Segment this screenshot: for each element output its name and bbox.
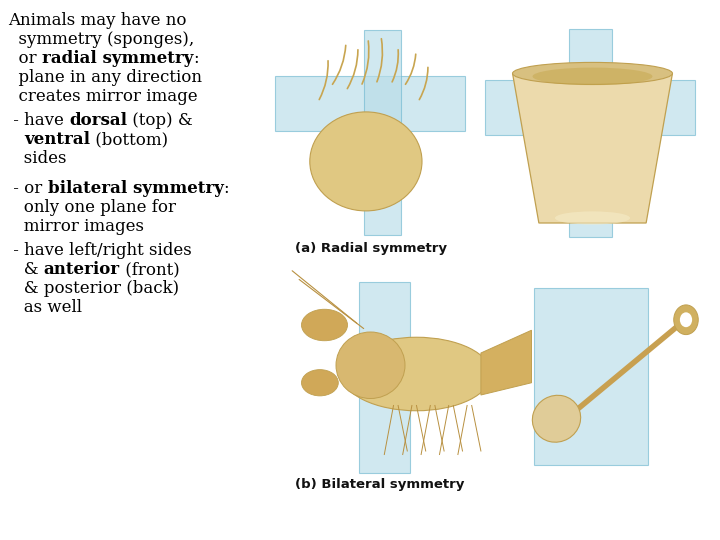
Ellipse shape — [342, 338, 491, 411]
Bar — [364, 30, 400, 235]
Bar — [359, 282, 410, 473]
Ellipse shape — [302, 369, 338, 396]
Text: ventral: ventral — [24, 131, 90, 148]
Text: & posterior (back): & posterior (back) — [8, 280, 179, 297]
Ellipse shape — [555, 211, 630, 225]
Polygon shape — [513, 73, 672, 223]
Text: plane in any direction: plane in any direction — [8, 69, 202, 86]
Ellipse shape — [533, 68, 652, 85]
Text: as well: as well — [8, 299, 82, 316]
Text: or: or — [8, 50, 42, 67]
Ellipse shape — [336, 332, 405, 399]
Text: creates mirror image: creates mirror image — [8, 88, 197, 105]
Text: (front): (front) — [120, 261, 180, 278]
Text: (a) Radial symmetry: (a) Radial symmetry — [295, 242, 447, 255]
Text: sides: sides — [8, 150, 66, 167]
Text: mirror images: mirror images — [8, 218, 144, 235]
Text: - have left/right sides: - have left/right sides — [8, 242, 192, 259]
Bar — [534, 288, 647, 465]
Text: dorsal: dorsal — [69, 112, 127, 129]
Ellipse shape — [513, 63, 672, 84]
Text: :: : — [193, 50, 199, 67]
Text: anterior: anterior — [44, 261, 120, 278]
Text: (b) Bilateral symmetry: (b) Bilateral symmetry — [295, 478, 464, 491]
Text: :: : — [223, 180, 229, 197]
Ellipse shape — [302, 309, 348, 341]
Text: - have: - have — [8, 112, 69, 129]
Ellipse shape — [680, 312, 692, 327]
Polygon shape — [481, 330, 531, 395]
Ellipse shape — [310, 112, 422, 211]
Text: only one plane for: only one plane for — [8, 199, 176, 216]
Text: - or: - or — [8, 180, 48, 197]
Text: (top) &: (top) & — [127, 112, 193, 129]
Text: &: & — [8, 261, 44, 278]
Text: bilateral symmetry: bilateral symmetry — [48, 180, 223, 197]
Bar — [275, 76, 465, 131]
Bar — [485, 80, 695, 135]
Bar — [569, 29, 612, 237]
Text: Animals may have no: Animals may have no — [8, 12, 186, 29]
Text: radial symmetry: radial symmetry — [42, 50, 193, 67]
Text: (bottom): (bottom) — [90, 131, 168, 148]
Ellipse shape — [674, 305, 698, 335]
Text: symmetry (sponges),: symmetry (sponges), — [8, 31, 194, 48]
Ellipse shape — [532, 395, 580, 442]
